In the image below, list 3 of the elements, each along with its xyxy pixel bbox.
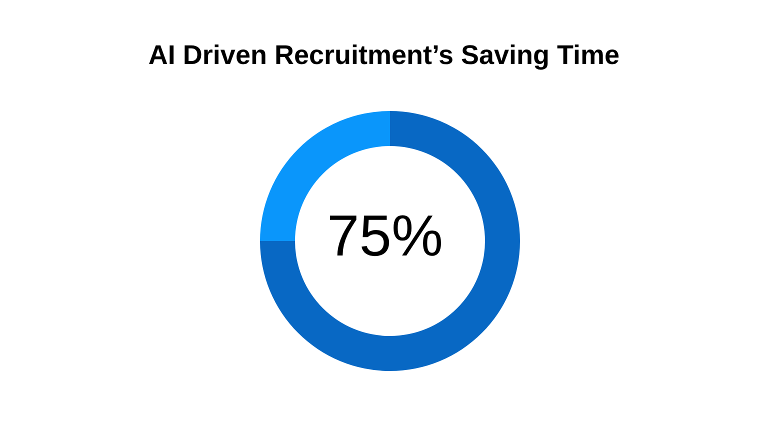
text: 75% [326,204,444,268]
donut-slice [260,111,520,371]
chart-title: AI Driven Recruitment’s Saving Time [147,40,621,71]
